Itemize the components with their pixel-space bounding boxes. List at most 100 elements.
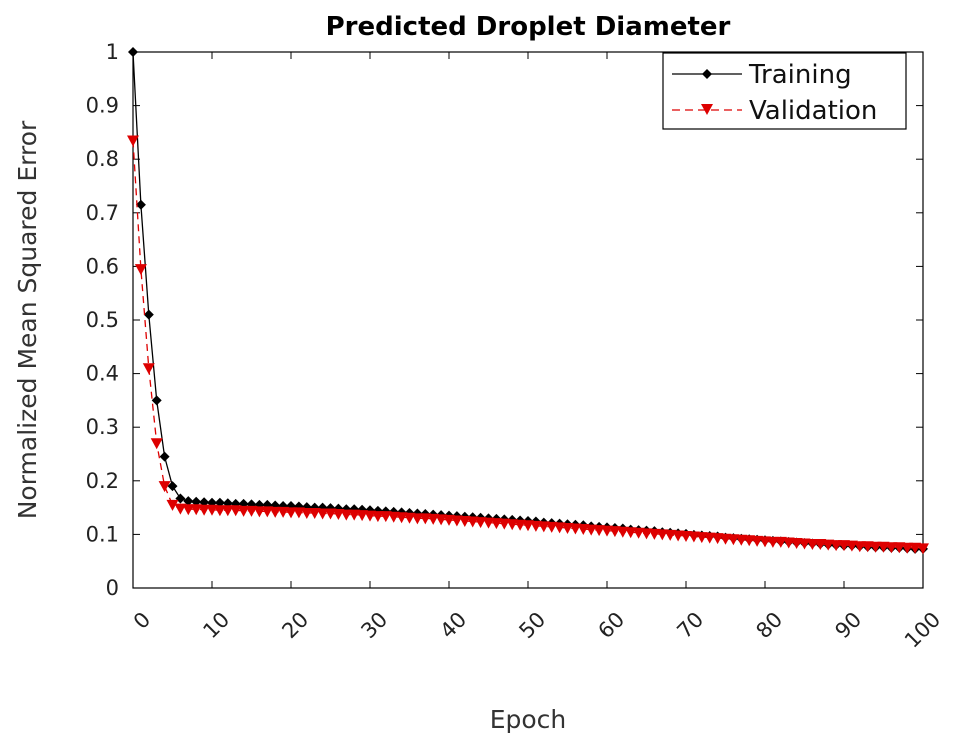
legend-box — [662, 52, 907, 130]
data-point-validation — [695, 532, 708, 544]
y-tick-label: 0.2 — [86, 469, 119, 493]
y-tick-label: 0.9 — [86, 94, 119, 118]
data-point-training — [301, 502, 312, 513]
data-point-validation — [782, 537, 795, 549]
data-point-validation — [253, 506, 266, 518]
data-point-validation — [774, 536, 787, 548]
data-point-validation — [790, 537, 803, 549]
data-point-validation — [822, 539, 835, 551]
data-point-validation — [332, 509, 345, 521]
data-point-validation — [190, 504, 203, 516]
data-point-validation — [292, 507, 305, 519]
y-tick-label: 0.8 — [86, 147, 119, 171]
data-point-validation — [553, 522, 566, 534]
data-point-validation — [158, 481, 171, 493]
data-point-validation — [379, 511, 392, 523]
data-point-validation — [845, 540, 858, 552]
data-point-validation — [498, 518, 511, 530]
data-point-validation — [545, 521, 558, 533]
data-point-validation — [371, 511, 384, 523]
data-point-validation — [435, 514, 448, 526]
data-point-validation — [308, 507, 321, 519]
data-point-validation — [893, 542, 906, 554]
data-point-training — [167, 481, 178, 492]
data-point-training — [135, 199, 146, 210]
data-point-validation — [798, 538, 811, 550]
data-point-validation — [285, 507, 297, 519]
data-point-validation — [656, 529, 669, 541]
data-point-validation — [206, 504, 218, 516]
x-tick-label: 60 — [593, 607, 629, 643]
data-point-validation — [624, 527, 637, 539]
data-point-training — [143, 309, 154, 320]
y-tick-label: 0.5 — [86, 308, 119, 332]
y-tick-label: 0.3 — [86, 415, 119, 439]
data-point-validation — [506, 519, 519, 531]
data-point-validation — [861, 541, 874, 553]
y-tick-label: 1 — [106, 40, 119, 64]
series-validation — [127, 135, 929, 555]
data-point-validation — [569, 523, 582, 535]
y-axis-label: Normalized Mean Squared Error — [13, 120, 42, 519]
data-point-validation — [395, 512, 408, 524]
x-tick-label: 100 — [900, 607, 945, 652]
data-point-validation — [885, 542, 898, 554]
data-point-validation — [537, 521, 550, 533]
data-point-validation — [711, 533, 724, 545]
x-tick-label: 30 — [356, 607, 392, 643]
data-point-validation — [703, 532, 716, 544]
data-point-validation — [474, 517, 487, 529]
series-layer — [127, 47, 929, 555]
data-point-validation — [458, 516, 471, 527]
data-point-validation — [427, 513, 440, 525]
legend-training-marker — [702, 69, 712, 79]
data-point-validation — [277, 506, 290, 518]
data-point-validation — [561, 522, 574, 534]
data-point-validation — [593, 525, 606, 537]
data-point-validation — [601, 525, 613, 537]
data-point-validation — [356, 510, 369, 522]
data-point-validation — [514, 519, 527, 531]
plot-area — [132, 51, 924, 589]
legend-validation-label: Validation — [749, 96, 877, 126]
data-point-validation — [340, 509, 353, 521]
data-point-validation — [419, 513, 432, 525]
data-point-validation — [853, 541, 866, 553]
data-point-validation — [245, 505, 258, 517]
x-tick-label: 80 — [751, 607, 787, 643]
data-point-validation — [640, 528, 653, 540]
data-point-validation — [869, 541, 882, 553]
legend: Training Validation — [662, 52, 907, 130]
data-point-validation — [672, 530, 685, 542]
data-point-validation — [687, 531, 700, 543]
data-point-training — [357, 504, 368, 515]
x-tick-label: 90 — [830, 607, 866, 643]
y-tick-label: 0.7 — [86, 201, 119, 225]
data-point-validation — [751, 535, 764, 547]
data-point-validation — [182, 504, 195, 516]
data-point-validation — [482, 517, 495, 529]
data-point-validation — [585, 524, 598, 536]
data-point-validation — [443, 514, 455, 526]
data-point-validation — [830, 540, 843, 552]
data-point-validation — [403, 512, 416, 524]
x-tick-label: 10 — [198, 607, 234, 643]
data-point-validation — [743, 535, 756, 547]
data-point-validation — [213, 505, 226, 517]
x-tick-label: 70 — [672, 607, 708, 643]
data-point-validation — [901, 542, 914, 554]
data-point-validation — [766, 536, 779, 548]
data-point-validation — [806, 539, 819, 551]
data-point-validation — [735, 534, 748, 546]
x-tick-label: 0 — [129, 607, 155, 633]
data-point-validation — [577, 524, 590, 536]
data-point-validation — [838, 540, 850, 552]
data-point-training — [183, 496, 194, 507]
data-point-validation — [522, 520, 534, 532]
data-point-validation — [142, 363, 155, 375]
data-point-validation — [616, 526, 629, 538]
data-point-training — [159, 451, 170, 462]
data-point-training — [191, 496, 202, 507]
data-point-validation — [300, 507, 313, 519]
